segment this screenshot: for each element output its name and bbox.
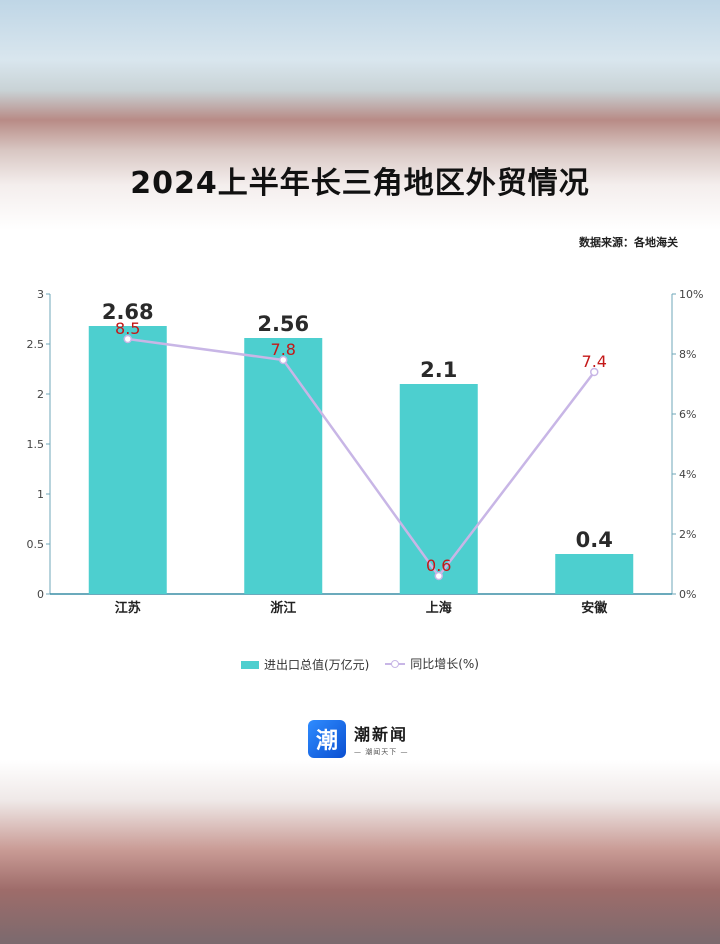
left-tick-label: 0 [37, 588, 44, 601]
brand-slogan: — 潮闻天下 — [354, 748, 409, 756]
right-tick-label: 6% [679, 408, 696, 421]
legend-bar-swatch [241, 660, 259, 669]
legend-line-label: 同比增长(%) [410, 657, 479, 671]
growth-point [434, 571, 443, 581]
left-tick-label: 1 [37, 488, 44, 501]
left-tick-label: 2.5 [27, 338, 45, 351]
brand-logo-icon: 潮 [308, 720, 346, 758]
growth-line [127, 337, 596, 579]
growth-point [279, 355, 288, 365]
growth-point [590, 367, 599, 377]
growth-value-label: 8.5 [115, 319, 140, 338]
x-tick-label: 浙江 [270, 600, 296, 616]
chart-area: 0 0.5 1 1.5 2 2.5 3 0% 2% 4% 6% 8% 10% 江苏 浙江 上海 安徽 2.68 2… [27, 288, 704, 616]
bar-value-label: 2.68 [102, 300, 154, 324]
bar-value-label: 2.1 [420, 358, 457, 382]
left-tick-label: 2 [37, 388, 44, 401]
brand-name: 潮新闻 [354, 725, 409, 744]
right-tick-label: 0% [679, 588, 696, 601]
growth-value-label: 7.4 [582, 352, 607, 371]
x-tick-label: 江苏 [115, 600, 141, 616]
bar-江苏 [88, 326, 167, 594]
legend-line-swatch [385, 659, 406, 669]
left-tick-label: 0.5 [27, 538, 45, 551]
growth-value-label: 0.6 [426, 556, 451, 575]
right-tick-label: 2% [679, 528, 696, 541]
legend-item-line[interactable]: 同比增长(%) [385, 655, 479, 672]
bar-上海 [399, 384, 478, 594]
bar-value-label: 2.56 [257, 312, 309, 336]
growth-point [123, 334, 132, 344]
bar-浙江 [244, 338, 323, 594]
growth-value-label: 7.8 [271, 340, 296, 359]
right-tick-label: 4% [679, 468, 696, 481]
right-tick-label: 10% [679, 288, 703, 301]
chart-title: 2024上半年长三角地区外贸情况 [130, 166, 590, 201]
legend: 进出口总值(万亿元) 同比增长(%) [0, 655, 720, 673]
data-source: 数据来源：各地海关 [579, 236, 678, 249]
port-background-top [0, 0, 720, 230]
left-tick-label: 3 [37, 288, 44, 301]
bar-value-label: 0.4 [576, 528, 613, 552]
brand-logo: 潮 潮新闻 — 潮闻天下 — [308, 720, 408, 758]
x-tick-label: 上海 [426, 600, 452, 616]
legend-item-bar[interactable]: 进出口总值(万亿元) [241, 656, 369, 673]
right-tick-label: 8% [679, 348, 696, 361]
bar-安徽 [555, 554, 634, 594]
legend-bar-label: 进出口总值(万亿元) [264, 658, 370, 672]
container-yard-background-bottom [0, 760, 720, 944]
left-tick-label: 1.5 [27, 438, 45, 451]
x-tick-label: 安徽 [581, 600, 608, 616]
